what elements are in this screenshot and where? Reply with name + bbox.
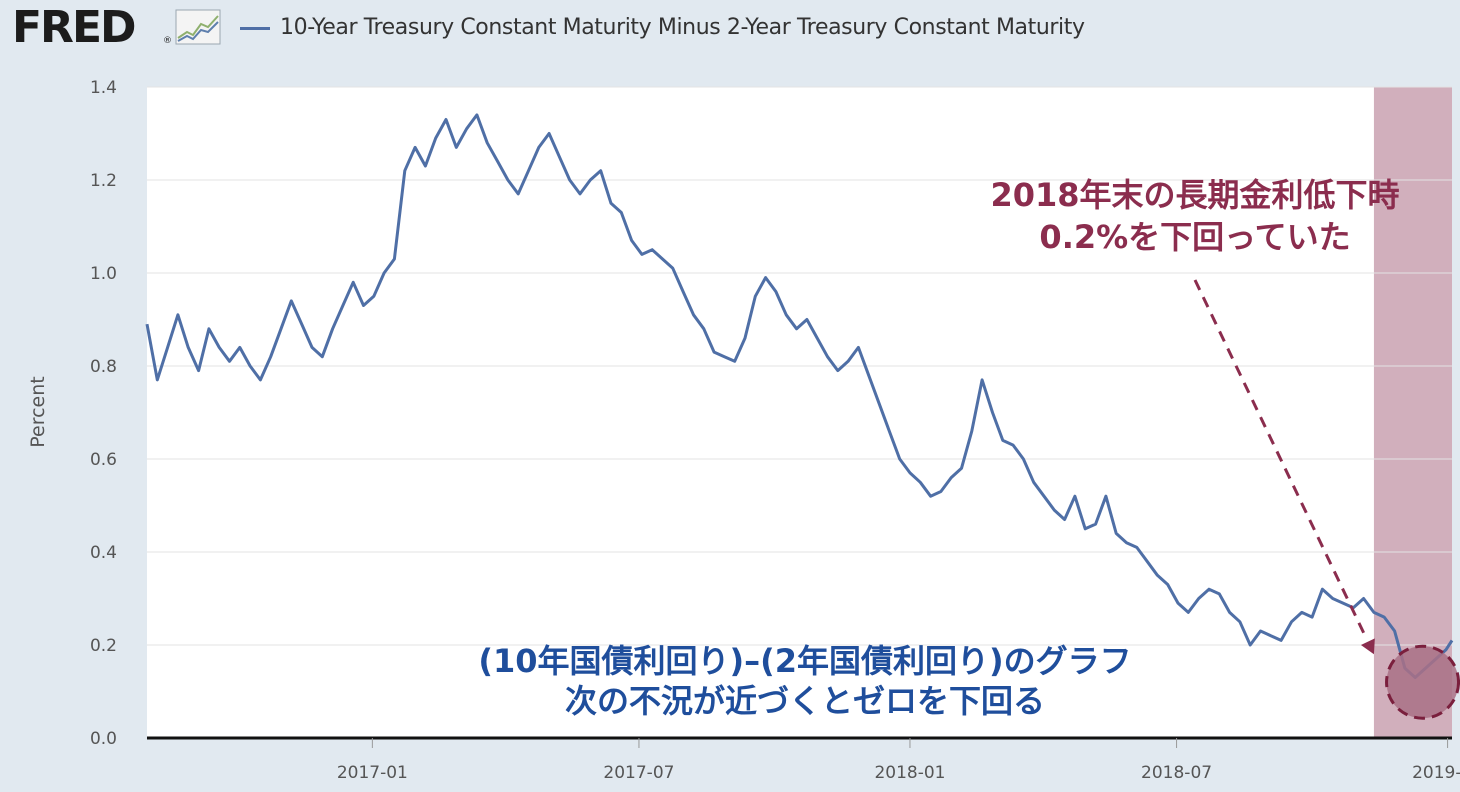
axes: 0.0 0.2 0.4 0.6 0.8 1.0 1.2 1.4 2017-01 2017-07 20… (90, 78, 1460, 783)
y-axis-label: Percent (27, 376, 49, 448)
y-tick-label: 0.0 (90, 729, 117, 749)
x-tick-label: 2018-07 (1141, 763, 1212, 783)
series-line (145, 113, 1454, 679)
recession-shading (1373, 87, 1452, 738)
logo-registered-mark: ® (163, 36, 172, 46)
annotation-arrow (1193, 279, 1369, 641)
y-tick-label: 0.2 (90, 636, 117, 656)
annotation-top-line: 0.2%を下回っていた (1039, 218, 1350, 256)
legend-label: 10-Year Treasury Constant Maturity Minus… (280, 15, 1085, 40)
y-tick-label: 1.2 (90, 171, 117, 191)
y-tick-label: 0.6 (90, 450, 117, 470)
y-tick-label: 0.8 (90, 357, 117, 377)
chart-line-icon (175, 8, 221, 50)
y-tick-label: 1.4 (90, 78, 117, 98)
x-tick-label: 2017-01 (337, 763, 408, 783)
annotation-bottom-line: 次の不況が近づくとゼロを下回る (565, 682, 1045, 720)
plot-background (147, 87, 1452, 738)
legend-swatch (240, 27, 270, 30)
x-tick-label: 2018-01 (874, 763, 945, 783)
annotation-top-line: 2018年末の長期金利低下時 (990, 176, 1399, 214)
header: FRED ® 10-Year Treasury Constant Maturit… (0, 0, 1460, 60)
annotation-bottom-line: (10年国債利回り)–(2年国債利回り)のグラフ (478, 642, 1131, 680)
y-tick-label: 0.4 (90, 543, 117, 563)
annotation-arrowhead (1360, 638, 1375, 655)
series-layer (145, 113, 1454, 679)
recession-shading-layer (147, 87, 1452, 738)
highlight-circle (1385, 644, 1460, 720)
y-tick-label: 1.0 (90, 264, 117, 284)
x-tick-label: 2019-01 (1412, 763, 1460, 783)
fred-logo[interactable]: FRED (12, 2, 137, 53)
annotations-layer: 2018年末の長期金利低下時 0.2%を下回っていた (10年国債利回り)–(2年国… (478, 176, 1460, 720)
x-tick-label: 2017-07 (603, 763, 674, 783)
gridlines (147, 86, 1452, 646)
